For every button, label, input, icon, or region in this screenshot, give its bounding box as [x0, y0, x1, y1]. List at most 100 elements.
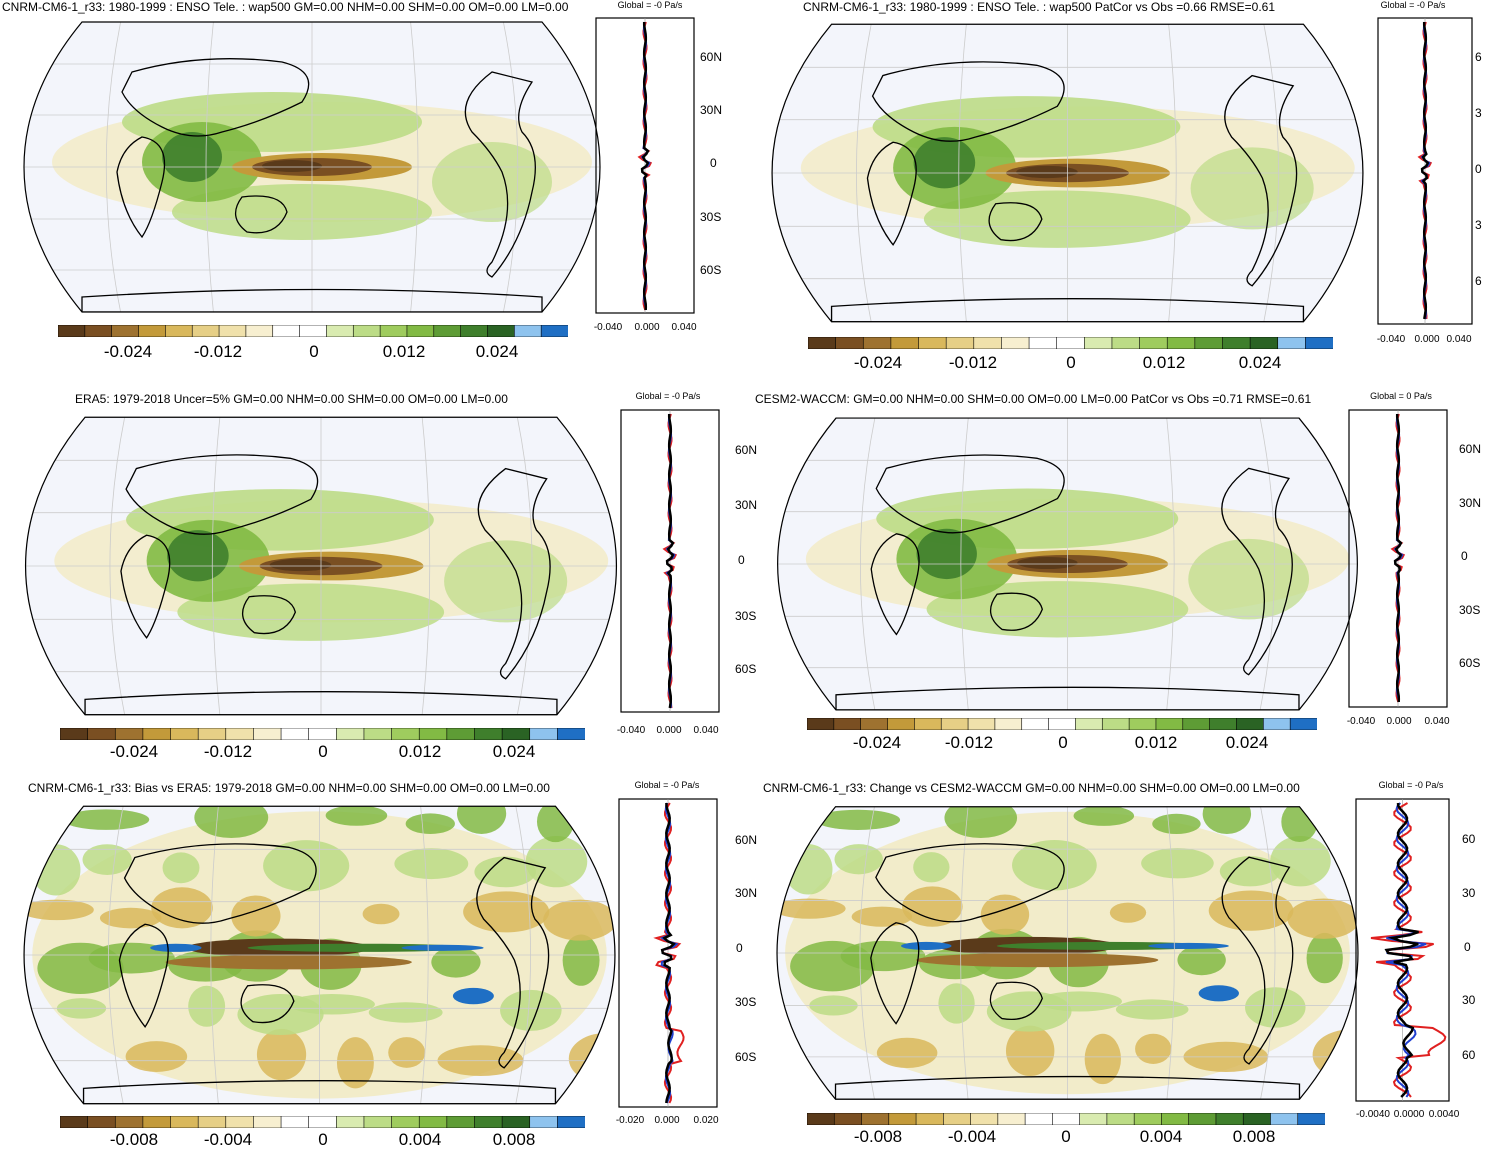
colorbar-swatch: [1052, 1113, 1081, 1125]
colorbar-swatch: [114, 728, 144, 740]
colorbar-swatch: [60, 728, 89, 740]
profile-series: [640, 22, 650, 311]
lat-label: 0: [738, 553, 745, 567]
robinson-map: [777, 417, 1358, 711]
colorbar: [60, 728, 585, 740]
colorbar-label: -0.012: [944, 733, 994, 752]
profile-series: [1393, 414, 1403, 703]
panel-change-cesm2: CNRM-CM6-1_r33: Change vs CESM2-WACCM GM…: [745, 775, 1489, 1150]
field-blob: [63, 809, 150, 830]
colorbar-swatch: [835, 337, 865, 349]
continent-outline: [830, 297, 1305, 322]
colorbar-swatch: [861, 1113, 890, 1125]
colorbar: [58, 325, 568, 337]
lat-label: 60N: [700, 50, 723, 64]
field-blob: [194, 806, 269, 839]
continent-outline: [81, 288, 543, 312]
robinson-map: [23, 21, 601, 313]
colorbar-swatch: [890, 337, 920, 349]
colorbar-swatch: [218, 325, 247, 337]
lat-label: 0: [710, 156, 717, 170]
colorbar-swatch: [807, 718, 835, 730]
colorbar-swatch: [1188, 1113, 1217, 1125]
continent-outline: [82, 1080, 557, 1104]
continent-outline: [835, 686, 1300, 710]
colorbar-swatch: [1024, 1113, 1054, 1125]
field-blob: [1148, 942, 1229, 949]
colorbar-swatch: [501, 1116, 531, 1128]
colorbar-swatch: [58, 325, 86, 337]
field-blob: [188, 985, 226, 1027]
colorbar-label: -0.008: [853, 1127, 903, 1146]
colorbar-label: -0.004: [947, 1127, 997, 1146]
colorbar-swatch: [308, 728, 338, 740]
field-blob: [1109, 902, 1147, 923]
field-blob: [325, 806, 388, 826]
colorbar-swatch: [474, 1116, 503, 1128]
field-blob: [237, 993, 324, 1036]
colorbar-swatch: [142, 1116, 172, 1128]
panel-title: CNRM-CM6-1_r33: 1980-1999 : ENSO Tele. :…: [803, 0, 1276, 14]
field-blob: [99, 907, 162, 929]
continent-outline: [116, 136, 166, 239]
colorbar-label: 0: [318, 742, 328, 761]
field-blob: [1135, 1033, 1172, 1064]
colorbar-swatch: [87, 728, 117, 740]
field-blob: [456, 806, 507, 834]
colorbar-label: -0.024: [853, 353, 903, 372]
colorbar-swatch: [225, 1116, 255, 1128]
continent-outline: [875, 454, 1065, 534]
profile-x-tick: 0.000: [654, 1115, 680, 1126]
continent-outline: [123, 843, 317, 924]
continent-outline: [1221, 467, 1293, 676]
lat-label: 30S: [735, 609, 757, 623]
colorbar-swatch: [915, 1113, 945, 1125]
field-blob: [256, 1028, 307, 1081]
field-blob: [1188, 538, 1310, 620]
panel-title: CNRM-CM6-1_r33: Change vs CESM2-WACCM GM…: [763, 781, 1300, 795]
field-blob: [1152, 813, 1201, 834]
colorbar-swatch: [1101, 718, 1130, 730]
profile-x-tick: 0.000: [1414, 334, 1440, 345]
colorbar-swatch: [363, 728, 393, 740]
colorbar-swatch: [1001, 337, 1030, 349]
colorbar-swatch: [197, 1116, 227, 1128]
profile-title: Global = -0 Pa/s: [1380, 0, 1446, 10]
colorbar-label: 0.012: [1134, 733, 1178, 752]
colorbar-swatch: [1106, 1113, 1135, 1125]
profile-title: Global = 0 Pa/s: [1370, 391, 1432, 401]
field-blob: [777, 898, 846, 919]
colorbar-swatch: [1166, 337, 1196, 349]
colorbar-swatch: [272, 325, 301, 337]
field-blob: [1177, 944, 1226, 976]
field-blob: [790, 940, 875, 992]
panel-title: CNRM-CM6-1_r33: 1980-1999 : ENSO Tele. :…: [2, 0, 569, 14]
colorbar-label: 0.012: [398, 742, 442, 761]
colorbar-swatch: [1194, 337, 1224, 349]
zonal-profile: [1355, 798, 1450, 1102]
colorbar-label: 0.012: [1142, 353, 1186, 372]
colorbar-swatch: [1209, 718, 1238, 730]
field-blob: [876, 1037, 938, 1068]
colorbar-swatch: [170, 1116, 199, 1128]
colorbar-label: -0.024: [109, 742, 159, 761]
colorbar-label: 0.024: [475, 342, 519, 361]
colorbar-swatch: [406, 325, 435, 337]
colorbar-swatch: [943, 1113, 972, 1125]
colorbar-swatch: [299, 325, 328, 337]
field-blob: [444, 540, 568, 623]
field-blob: [388, 1037, 426, 1068]
colorbar-label: -0.004: [203, 1130, 253, 1149]
lat-label: 30N: [1459, 496, 1482, 510]
colorbar-swatch: [225, 728, 255, 740]
colorbar-swatch: [918, 337, 947, 349]
field-blob: [1281, 806, 1318, 843]
panel-cnrm-enso: CNRM-CM6-1_r33: 1980-1999 : ENSO Tele. :…: [0, 0, 740, 380]
colorbar-label: 0: [1066, 353, 1076, 372]
colorbar-swatch: [1263, 718, 1291, 730]
field-blob: [913, 852, 950, 883]
zonal-profile: [1377, 17, 1473, 325]
colorbar-label: -0.024: [103, 342, 153, 361]
colorbar-swatch: [87, 1116, 117, 1128]
colorbar-swatch: [60, 1116, 89, 1128]
